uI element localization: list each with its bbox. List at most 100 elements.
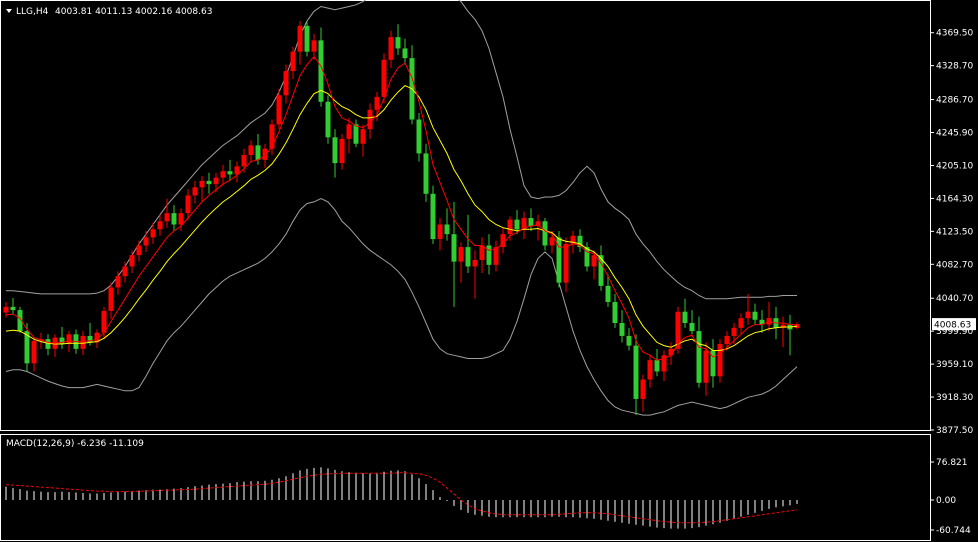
macd-tick-label: -60.744 (936, 526, 971, 536)
price-axis: 4369.50 4328.70 4286.70 4245.90 4205.10 4164.… (930, 29, 973, 436)
candle-body (353, 124, 359, 144)
price-tick-label: 4205.10 (936, 161, 973, 171)
price-tick-label: 3877.50 (936, 426, 973, 436)
candle-body (297, 25, 303, 52)
candle-body (612, 302, 618, 324)
candle-body (738, 318, 744, 328)
current-price-label: 4008.63 (934, 321, 971, 331)
candlesticks (3, 20, 800, 416)
candle-body (444, 224, 450, 235)
candle-body (290, 51, 296, 72)
candle-body (199, 180, 205, 188)
candle-body (122, 266, 128, 277)
candle-body (157, 221, 163, 230)
candle-body (486, 245, 492, 265)
candle-body (528, 218, 534, 227)
price-tick-label: 4245.90 (936, 129, 973, 139)
macd-chart-frame (0, 434, 931, 541)
candle-body (10, 306, 16, 311)
candle-body (731, 327, 737, 336)
candle-body (213, 177, 219, 185)
candle-body (311, 40, 317, 52)
candle-body (752, 311, 758, 320)
candle-body (675, 311, 681, 349)
candle-body (493, 247, 499, 265)
candle-body (59, 337, 65, 344)
candle-body (178, 213, 184, 225)
candle-body (605, 285, 611, 303)
price-tick-label: 4164.30 (936, 194, 973, 204)
candle-body (269, 124, 275, 149)
candle-body (710, 350, 716, 377)
candle-body (668, 348, 674, 356)
candle-body (346, 124, 352, 139)
candle-body (332, 137, 338, 164)
candle-body (94, 332, 100, 343)
candle-body (80, 335, 86, 349)
candle-body (703, 350, 709, 383)
candle-body (640, 379, 646, 399)
candle-body (633, 345, 639, 399)
candle-body (479, 245, 485, 261)
candle-body (304, 25, 310, 52)
candle-body (626, 335, 632, 346)
candle-body (682, 311, 688, 324)
candle-body (696, 331, 702, 383)
candle-body (164, 213, 170, 222)
candle-body (402, 48, 408, 59)
candle-body (241, 155, 247, 167)
price-tick-label: 4328.70 (936, 62, 973, 72)
candle-body (570, 235, 576, 244)
candle-body (206, 180, 212, 185)
macd-indicator (5, 467, 798, 529)
candle-body (283, 71, 289, 96)
candle-body (507, 219, 513, 235)
candle-body (339, 138, 345, 164)
candle-body (220, 171, 226, 178)
candle-body (367, 109, 373, 130)
macd-header: MACD(12,26,9) -6.236 -11.109 (6, 439, 144, 449)
candle-body (325, 101, 331, 138)
candle-body (556, 237, 562, 283)
candle-body (360, 129, 366, 144)
candle-body (458, 247, 464, 262)
chart-menu-triangle-icon[interactable] (6, 9, 12, 13)
candle-body (262, 148, 268, 160)
candle-body (388, 37, 394, 60)
candle-body (500, 234, 506, 248)
ma-fast-line (5, 55, 797, 361)
candle-body (31, 340, 37, 364)
candle-body (759, 319, 765, 325)
candle-body (465, 247, 471, 267)
price-tick-label: 4040.70 (936, 294, 973, 304)
price-tick-label: 4369.50 (936, 29, 973, 39)
bollinger-lower-line (5, 198, 798, 416)
candle-body (430, 193, 436, 240)
candle-body (563, 243, 569, 283)
candle-body (535, 221, 541, 227)
candle-body (150, 229, 156, 238)
candle-body (276, 95, 282, 125)
candle-body (248, 145, 254, 156)
candle-body (66, 334, 72, 344)
candle-body (143, 237, 149, 246)
candle-body (17, 310, 23, 332)
macd-signal-line (5, 472, 798, 524)
price-tick-label: 4286.70 (936, 96, 973, 106)
candle-body (598, 255, 604, 286)
moving-averages (5, 55, 798, 361)
price-tick-label: 3959.10 (936, 360, 973, 370)
candle-body (794, 324, 800, 329)
candle-body (255, 145, 261, 160)
candle-body (374, 96, 380, 110)
candle-body (129, 255, 135, 267)
price-tick-label: 4123.50 (936, 227, 973, 237)
price-tick-label: 4082.70 (936, 260, 973, 270)
candle-body (234, 166, 240, 175)
candle-body (689, 323, 695, 332)
macd-tick-label: 76.821 (936, 458, 968, 468)
macd-tick-label: 0.00 (936, 496, 956, 506)
candle-body (654, 360, 660, 372)
